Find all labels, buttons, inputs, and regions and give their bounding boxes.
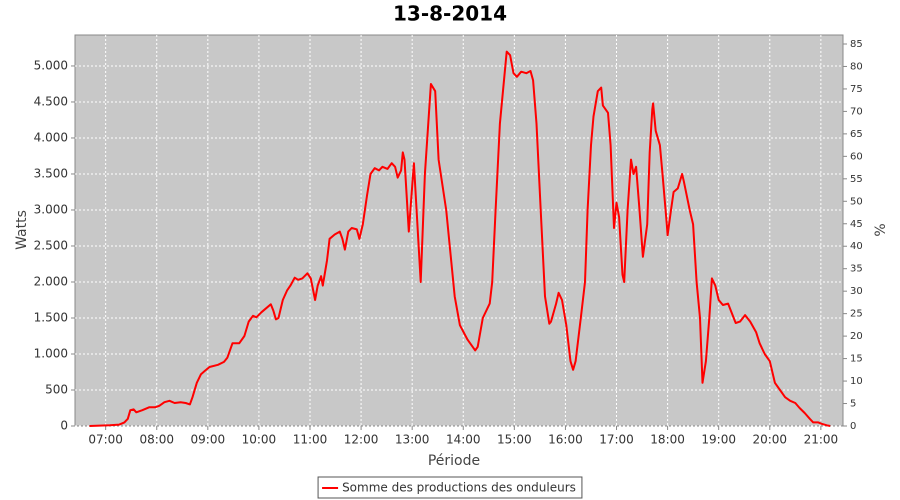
y2-tick-label: 40	[850, 241, 863, 252]
x-tick-label: 11:00	[293, 433, 328, 447]
y2-tick-label: 50	[850, 196, 863, 207]
y-tick-label: 1.000	[34, 346, 68, 360]
x-tick-label: 17:00	[599, 433, 634, 447]
x-tick-label: 21:00	[804, 433, 839, 447]
y2-tick-label: 80	[850, 61, 863, 72]
line	[89, 50, 831, 427]
y2-tick-label: 20	[850, 331, 863, 342]
y-tick-label: 1.500	[34, 310, 68, 324]
y-tick-label: 2.000	[34, 274, 68, 288]
y2-tick-label: 75	[850, 84, 863, 95]
y-tick-label: 4.500	[34, 94, 68, 108]
y2-tick-label: 10	[850, 376, 863, 387]
x-tick-label: 09:00	[191, 433, 226, 447]
x-axis-label: Période	[428, 453, 480, 469]
y2-tick-label: 45	[850, 219, 863, 230]
x-tick-label: 13:00	[395, 433, 430, 447]
y-tick-label: 3.500	[34, 166, 68, 180]
x-tick-label: 18:00	[650, 433, 685, 447]
y-tick-label: 0	[60, 419, 68, 433]
x-tick-label: 12:00	[344, 433, 379, 447]
legend-label: Somme des productions des onduleurs	[342, 481, 576, 495]
x-tick-label: 15:00	[497, 433, 532, 447]
y2-tick-label: 60	[850, 151, 863, 162]
y-tick-label: 500	[45, 382, 68, 396]
x-tick-label: 14:00	[446, 433, 481, 447]
y2-tick-label: 0	[850, 421, 856, 432]
y2-tick-label: 65	[850, 129, 863, 140]
legend: Somme des productions des onduleurs	[317, 476, 583, 499]
y-tick-label: 3.000	[34, 202, 68, 216]
y2-tick-label: 85	[850, 39, 863, 50]
legend-box	[317, 476, 583, 499]
y2-tick-label: 70	[850, 106, 863, 117]
plot-area	[74, 34, 844, 427]
x-tick-label: 20:00	[752, 433, 787, 447]
y2-tick-label: 35	[850, 264, 863, 275]
y-tick-label: 5.000	[34, 58, 68, 72]
y2-tick-label: 15	[850, 354, 863, 365]
x-tick-label: 16:00	[548, 433, 583, 447]
x-tick-label: 10:00	[242, 433, 277, 447]
y-tick-label: 2.500	[34, 238, 68, 252]
chart-title: 13-8-2014	[393, 2, 507, 26]
y2-tick-label: 30	[850, 286, 863, 297]
y2-tick-label: 25	[850, 309, 863, 320]
y2-tick-label: 5	[850, 399, 856, 410]
y-axis-label: Watts	[14, 210, 30, 250]
y-tick-label: 4.000	[34, 130, 68, 144]
x-tick-label: 07:00	[88, 433, 123, 447]
y2-tick-label: 55	[850, 174, 863, 185]
x-tick-label: 19:00	[701, 433, 736, 447]
x-tick-label: 08:00	[139, 433, 174, 447]
y2-axis-label: %	[873, 223, 889, 236]
